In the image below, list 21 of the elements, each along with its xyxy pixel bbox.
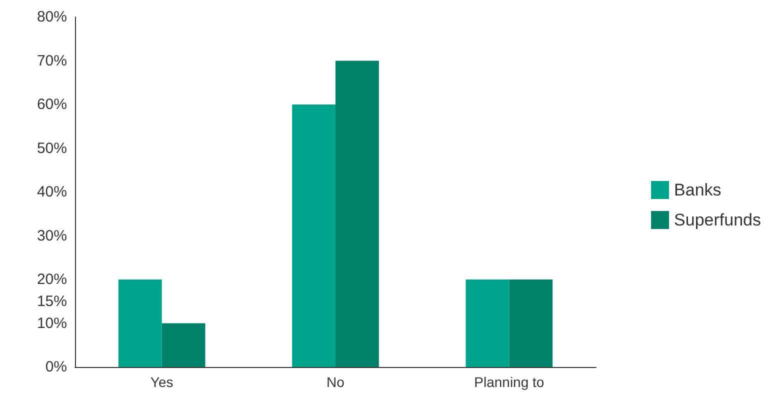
legend-label: Superfunds [674,210,761,230]
y-tick-label: 80% [36,8,67,26]
y-tick-label: 70% [36,52,67,70]
y-tick-label: 40% [36,184,67,200]
y-tick-label: 15% [36,292,67,310]
y-tick-label: 50% [36,140,67,157]
y-tick-label: 30% [36,227,67,244]
bar [162,323,206,367]
x-tick-label: Planning to [474,374,544,390]
y-tick-label: 10% [36,314,67,332]
bar [466,280,510,367]
legend-label: Banks [674,180,722,200]
x-tick-label: No [326,374,345,390]
y-tick-label: 60% [36,96,67,113]
bar [292,104,336,367]
bar [118,280,162,367]
x-tick-label: Yes [150,374,174,390]
y-tick-label: 20% [36,271,67,288]
bar [336,60,379,367]
bar [509,280,553,367]
y-tick-label: 0% [45,358,67,376]
